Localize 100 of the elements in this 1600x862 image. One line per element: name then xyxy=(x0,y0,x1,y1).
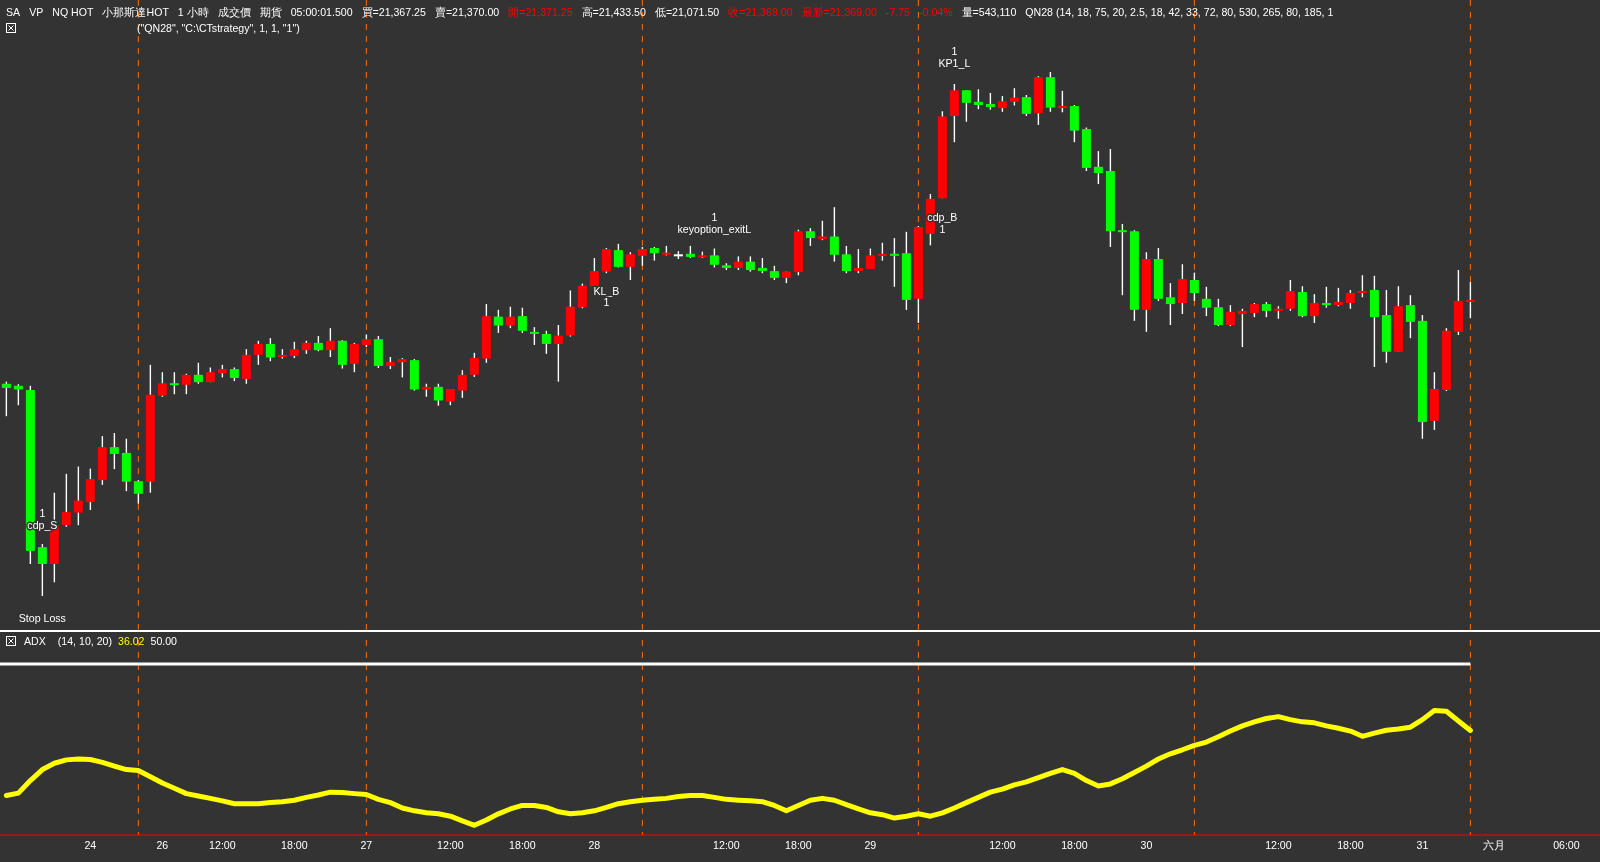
candlestick xyxy=(1465,281,1475,319)
candlestick xyxy=(853,248,863,274)
candlestick xyxy=(169,371,179,395)
text: 收=21,369.00 xyxy=(728,6,793,18)
candlestick xyxy=(1057,90,1067,114)
x-tick-label: 06:00 xyxy=(1553,839,1580,851)
text: -7.75 xyxy=(885,6,911,18)
x-tick-label: 12:00 xyxy=(437,839,464,851)
annotation: 1 xyxy=(711,211,718,224)
candlestick xyxy=(61,473,71,528)
candlestick xyxy=(469,352,479,378)
x-tick-label: 27 xyxy=(360,839,373,851)
text: 高=21,433.50 xyxy=(581,6,646,18)
x-tick-label: 29 xyxy=(864,839,877,851)
text: 量=543,110 xyxy=(961,6,1017,18)
candlestick xyxy=(37,543,47,597)
candlestick xyxy=(1345,289,1355,310)
annotation: keyoption_exitL xyxy=(677,222,752,235)
text: NQ HOT xyxy=(52,6,95,18)
candlestick xyxy=(1357,274,1367,298)
x-tick-label: 12:00 xyxy=(209,839,236,851)
annotation: 1 xyxy=(939,222,946,235)
x-tick-label: 18:00 xyxy=(509,839,536,851)
x-tick-label: 28 xyxy=(588,839,601,851)
candlestick xyxy=(577,282,587,309)
candlestick xyxy=(505,306,515,329)
text: QN28 (14, 18, 75, 20, 2.5, 18, 42, 33, 72, 80, 530, 265, 80, 185, 1 xyxy=(1025,6,1334,18)
candlestick xyxy=(817,220,827,241)
candlestick xyxy=(433,383,443,407)
candlestick xyxy=(589,257,599,288)
candlestick xyxy=(73,465,83,526)
text: VP xyxy=(29,6,44,18)
candlestick xyxy=(1189,271,1199,302)
text: 1 xyxy=(951,45,958,57)
text: 成交價 xyxy=(217,6,251,18)
candlestick xyxy=(1333,287,1343,307)
candlestick xyxy=(1405,294,1415,339)
candlestick xyxy=(349,342,359,373)
text: 低=21,071.50 xyxy=(654,6,720,18)
text: KP1_L xyxy=(938,57,971,70)
text: 期貨 xyxy=(259,6,282,18)
annotation: 1 xyxy=(603,295,610,308)
x-tick-label: 六月 xyxy=(1483,839,1506,851)
candlestick xyxy=(397,357,407,379)
candlestick xyxy=(709,247,719,269)
candlestick xyxy=(1285,279,1295,312)
x-tick-label: 18:00 xyxy=(785,839,812,851)
x-tick-label: 18:00 xyxy=(1061,839,1088,851)
candlestick xyxy=(1,380,11,417)
text: Stop Loss xyxy=(18,611,66,624)
candlestick xyxy=(601,247,611,274)
text: 開=21,371.25 xyxy=(508,6,573,18)
candlestick xyxy=(157,371,167,398)
candlestick xyxy=(265,337,275,362)
x-tick-label: 24 xyxy=(84,839,97,851)
candlestick xyxy=(553,324,563,383)
x-tick-label: 12:00 xyxy=(713,839,740,851)
candlestick xyxy=(865,247,875,270)
candlestick xyxy=(1321,286,1331,309)
candlestick xyxy=(325,327,335,358)
x-tick-label: 26 xyxy=(156,839,169,851)
candlestick xyxy=(961,89,971,123)
candlestick xyxy=(1225,304,1235,327)
text: SA xyxy=(6,6,22,18)
candlestick xyxy=(973,88,983,110)
candlestick xyxy=(109,432,119,470)
x-tick-label: 12:00 xyxy=(989,839,1016,851)
x-tick-label: 31 xyxy=(1416,839,1429,851)
candlestick xyxy=(829,206,839,263)
chart-subtitle: (14, 10, 20) xyxy=(57,635,112,647)
text: 50.00 xyxy=(150,635,178,647)
candlestick xyxy=(1021,94,1031,117)
annotation: 1 xyxy=(39,507,46,520)
candlestick xyxy=(1117,223,1127,296)
x-tick-label: 12:00 xyxy=(1265,839,1292,851)
candlestick xyxy=(1309,293,1319,324)
text: 小那斯達HOT xyxy=(102,6,170,18)
chart-subtitle: ("QN28", "C:\CTstrategy", 1, 1, "1") xyxy=(137,22,300,34)
chart-title: ADX xyxy=(24,635,46,647)
candlestick xyxy=(193,362,203,385)
text: 賣=21,370.00 xyxy=(434,6,500,18)
text: 最新=21,369.00 xyxy=(801,6,877,18)
candlestick xyxy=(1237,308,1247,348)
candlestick xyxy=(517,307,527,334)
candlestick xyxy=(1165,282,1175,326)
text: 1 小時 xyxy=(177,6,209,18)
candlestick xyxy=(889,237,899,288)
candlestick xyxy=(1093,150,1103,185)
text: -0.04% xyxy=(919,6,954,18)
text: 買=21,367.25 xyxy=(361,6,426,18)
candlestick xyxy=(493,309,503,334)
x-tick-label: 18:00 xyxy=(1337,839,1364,851)
x-tick-label: 18:00 xyxy=(281,839,308,851)
candlestick xyxy=(841,245,851,274)
candlestick xyxy=(625,251,635,281)
candlestick xyxy=(181,373,191,395)
annotation: KL_B xyxy=(593,284,620,297)
candlestick xyxy=(85,467,95,511)
candlestick xyxy=(541,330,551,355)
text: 36.02 xyxy=(117,635,145,647)
